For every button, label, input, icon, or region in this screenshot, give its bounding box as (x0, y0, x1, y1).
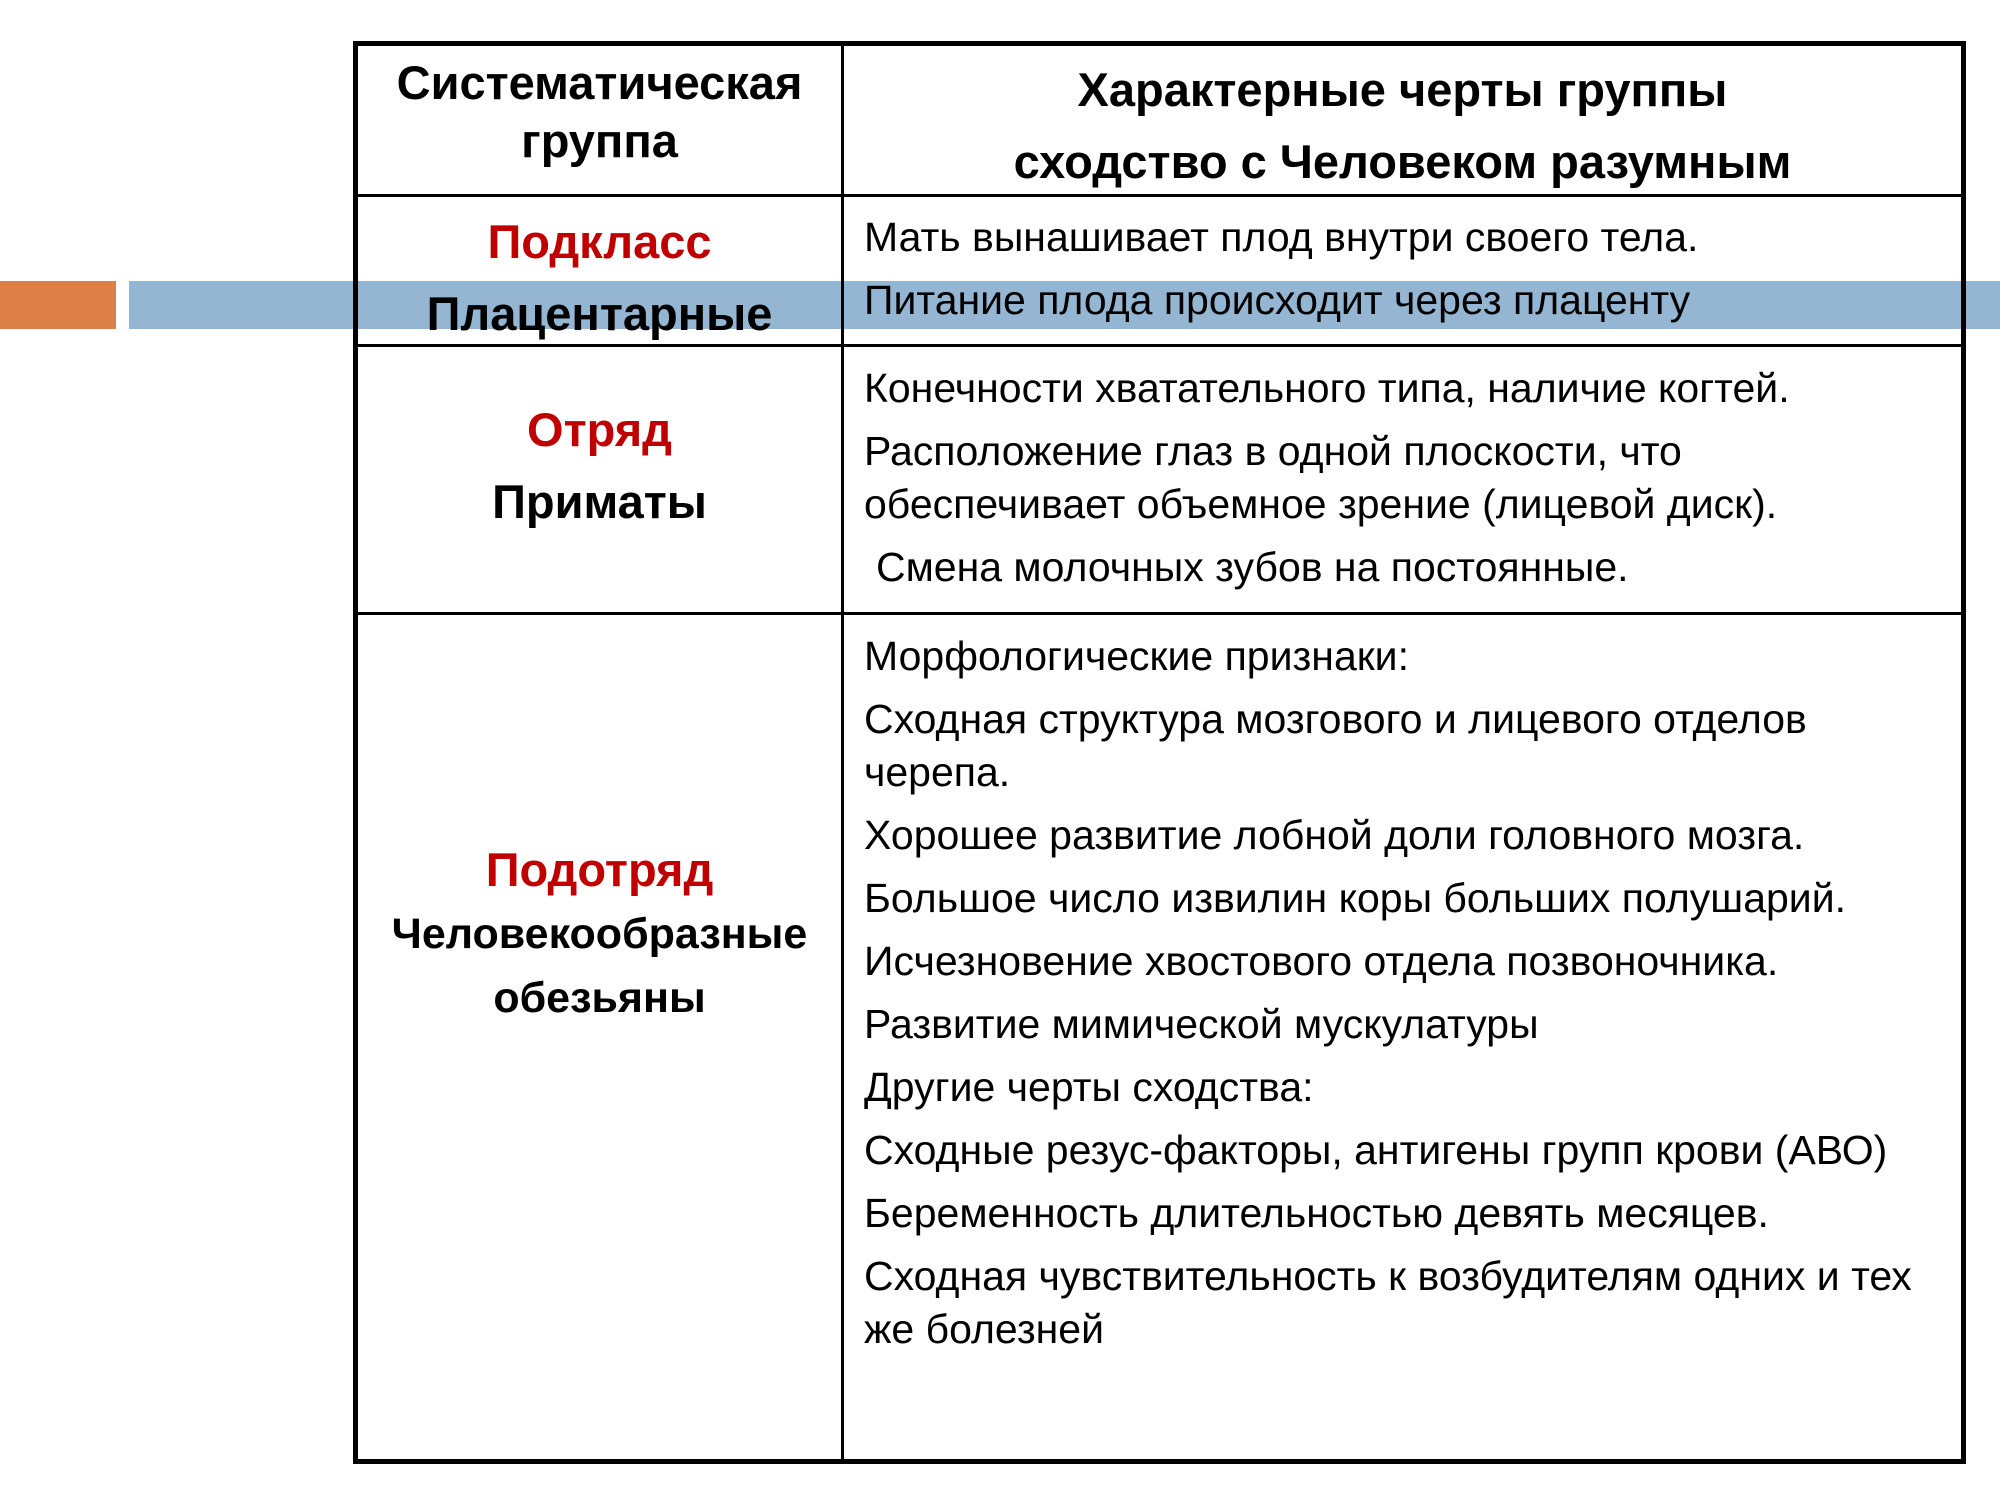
row-suborder-group: Подотряд Человекообразные обезьяны (358, 838, 841, 1030)
classification-table: Систематическая группа Характерные черты… (353, 41, 1966, 1464)
row-divider (358, 344, 1961, 347)
row-divider (358, 194, 1961, 197)
header-col2-line1: Характерные черты группы (1077, 63, 1728, 116)
row-subclass-group: Подкласс Плацентарные (358, 206, 841, 350)
feature: Большое число извилин коры больших полуш… (864, 875, 1846, 921)
feature: Морфологические признаки: (864, 633, 1409, 679)
feature: Мать вынашивает плод внутри своего тела. (864, 214, 1699, 260)
rank-label: Отряд (527, 403, 672, 456)
row-subclass-features: Мать вынашивает плод внутри своего тела.… (844, 211, 1961, 337)
group-label: Приматы (492, 475, 707, 528)
accent-orange-bar (0, 281, 116, 329)
group-label: Плацентарные (426, 287, 773, 340)
feature: Расположение глаз в одной плоскости, что… (864, 428, 1778, 527)
feature: Питание плода происходит через плаценту (864, 277, 1691, 323)
row-order-features: Конечности хватательного типа, наличие к… (844, 362, 1961, 604)
column-divider (841, 46, 844, 1459)
rank-label: Подотряд (485, 843, 714, 896)
row-order-group: Отряд Приматы (358, 394, 841, 538)
feature: Сходная чувствительность к возбудителям … (864, 1253, 1912, 1352)
header-col1: Систематическая группа (396, 56, 803, 167)
feature: Конечности хватательного типа, наличие к… (864, 365, 1790, 411)
header-col2: Характерные черты группы сходство с Чело… (844, 54, 1961, 198)
accent-blue-band (129, 281, 2000, 329)
row-divider (358, 612, 1961, 615)
feature: Беременность длительностью девять месяце… (864, 1190, 1769, 1236)
feature: Другие черты сходства: (864, 1064, 1314, 1110)
feature: Хорошее развитие лобной доли головного м… (864, 812, 1805, 858)
feature: Смена молочных зубов на постоянные. (876, 544, 1629, 590)
feature: Развитие мимической мускулатуры (864, 1001, 1539, 1047)
group-label: Человекообразные обезьяны (391, 910, 808, 1022)
feature: Сходные резус-факторы, антигены групп кр… (864, 1127, 1888, 1173)
feature: Сходная структура мозгового и лицевого о… (864, 696, 1807, 795)
header-col2-line2: сходство с Человеком разумным (1013, 135, 1792, 188)
feature: Исчезновение хвостового отдела позвоночн… (864, 938, 1779, 984)
row-suborder-features: Морфологические признаки: Сходная структ… (844, 630, 1961, 1366)
rank-label: Подкласс (487, 215, 712, 268)
